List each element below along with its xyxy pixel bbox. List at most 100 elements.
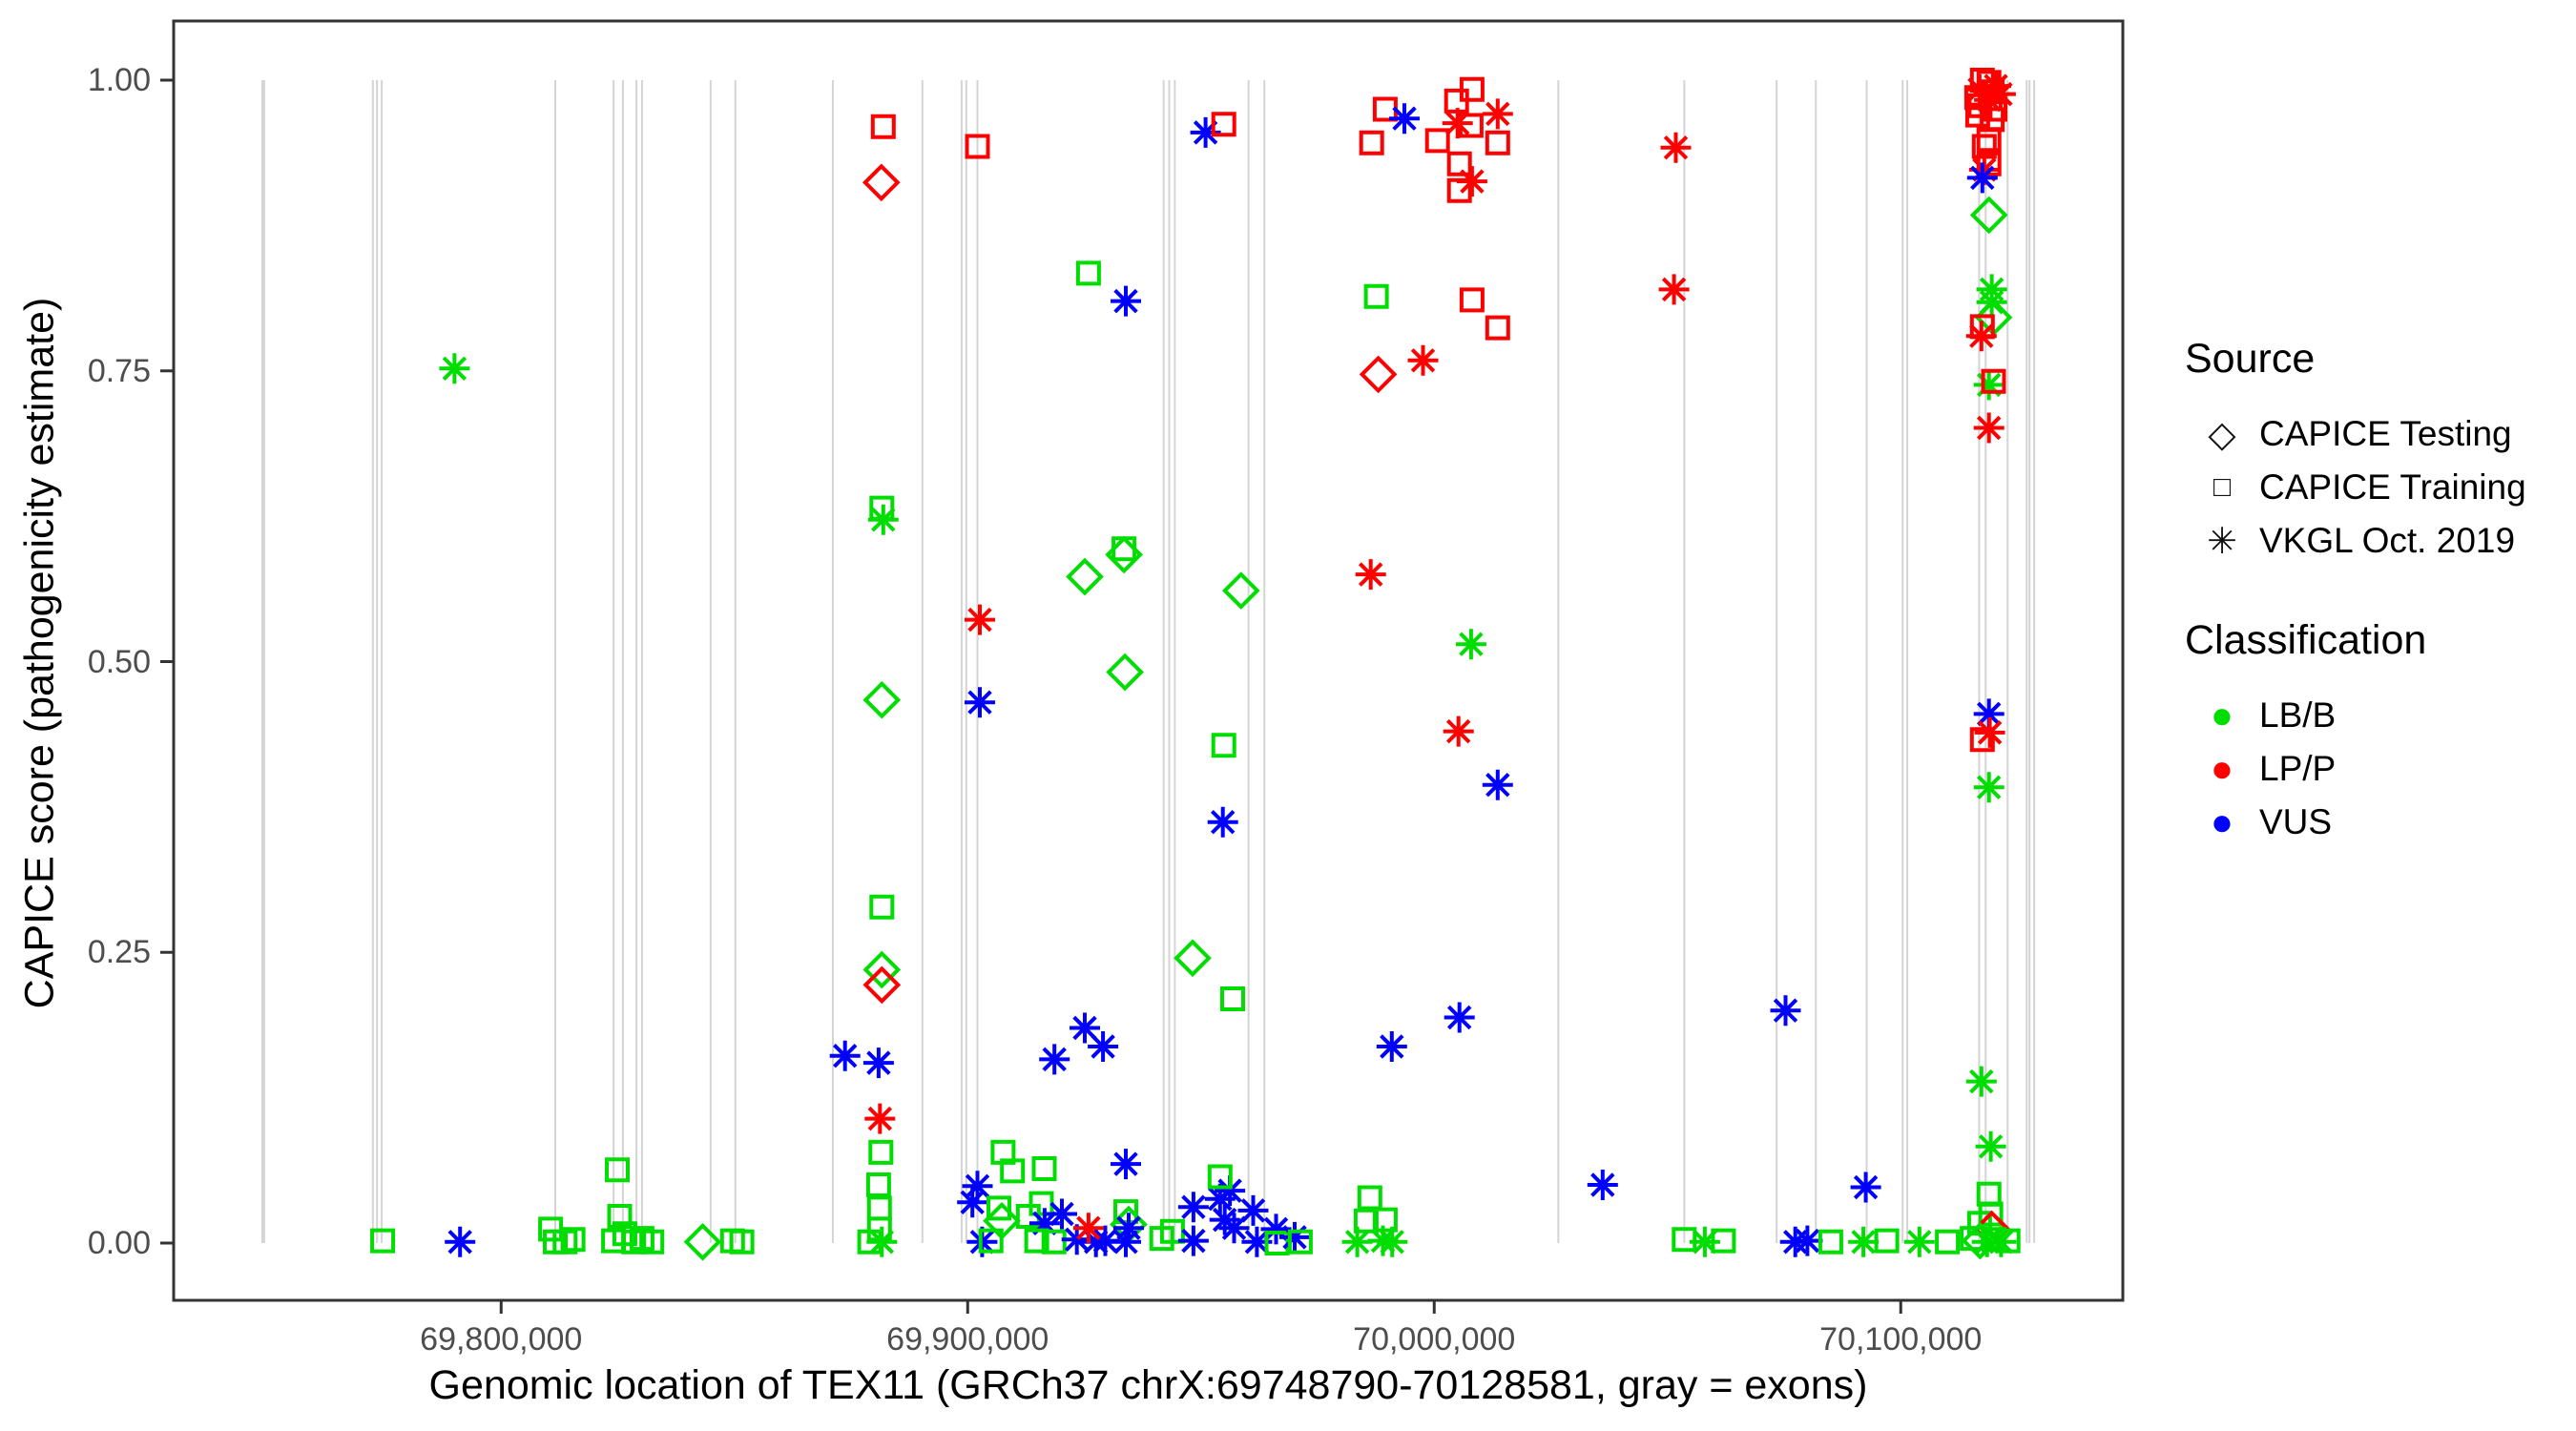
- legend-item-lbb: ● LB/B: [2185, 689, 2566, 742]
- data-point: [1903, 1226, 1935, 1257]
- data-point: [1215, 1175, 1246, 1207]
- data-point: [1446, 177, 1472, 203]
- data-point: [1976, 127, 2002, 153]
- data-point: [1443, 716, 1474, 747]
- data-point: [1444, 1002, 1475, 1033]
- data-point: [965, 604, 995, 635]
- data-point: [1000, 1158, 1026, 1184]
- data-point: [1850, 1172, 1881, 1203]
- data-point: [1028, 1191, 1054, 1216]
- data-point: [1969, 727, 1995, 753]
- diamond-icon: ◇: [2208, 414, 2236, 455]
- data-point: [864, 1103, 896, 1134]
- data-point: [1985, 1226, 2017, 1257]
- data-point: [1028, 1208, 1060, 1239]
- x-tick-label: 70,000,000: [1353, 1321, 1516, 1358]
- data-point: [1177, 1192, 1209, 1223]
- red-dot-icon: ●: [2210, 748, 2234, 790]
- y-tick-label: 1.00: [87, 62, 151, 98]
- data-point: [1967, 93, 1993, 118]
- data-point: [1966, 162, 1998, 194]
- data-point: [866, 1195, 892, 1221]
- data-point: [1965, 1066, 1997, 1097]
- data-point: [1111, 285, 1141, 317]
- data-point: [1459, 76, 1485, 102]
- data-point: [370, 1228, 396, 1254]
- data-point: [439, 353, 470, 384]
- legend: Source ◇ CAPICE Testing □ CAPICE Trainin…: [2185, 336, 2566, 849]
- data-point: [1260, 1213, 1292, 1245]
- data-point: [1973, 412, 2005, 444]
- data-point: [1177, 1225, 1209, 1256]
- data-point: [1974, 716, 2005, 748]
- data-point: [1211, 733, 1236, 758]
- data-point: [862, 163, 901, 202]
- data-point: [560, 1227, 586, 1253]
- data-point: [1980, 107, 2005, 133]
- data-point: [1689, 1226, 1720, 1257]
- data-point: [1220, 986, 1245, 1011]
- data-point: [612, 1221, 637, 1247]
- data-point: [862, 950, 902, 989]
- data-point: [1111, 1226, 1141, 1257]
- data-point: [1711, 1228, 1736, 1254]
- legend-source-title: Source: [2185, 336, 2316, 382]
- data-point: [868, 1139, 894, 1165]
- data-point: [1241, 1226, 1273, 1257]
- data-point: [978, 1228, 1004, 1254]
- data-point: [1981, 71, 2011, 102]
- data-point: [1969, 196, 2008, 235]
- data-point: [1359, 355, 1398, 394]
- data-point: [1039, 1044, 1070, 1075]
- data-point: [1207, 806, 1238, 838]
- legend-item-label: CAPICE Testing: [2259, 414, 2512, 453]
- data-point: [1287, 1229, 1313, 1255]
- y-tick-label: 0.75: [87, 352, 151, 389]
- data-point: [1190, 116, 1221, 148]
- data-point: [1355, 559, 1386, 591]
- data-point: [1047, 1198, 1077, 1230]
- green-dot-icon: ●: [2210, 695, 2234, 736]
- data-point: [1975, 1130, 2006, 1162]
- data-point: [1031, 1156, 1057, 1181]
- data-point: [862, 965, 902, 1005]
- y-tick-label: 0.25: [87, 934, 151, 971]
- data-point: [1066, 557, 1104, 596]
- legend-item-capice-testing: ◇ CAPICE Testing: [2185, 407, 2566, 461]
- data-point: [552, 1229, 578, 1255]
- data-point: [870, 114, 896, 139]
- data-point: [1149, 1226, 1174, 1252]
- data-point: [1458, 113, 1484, 138]
- data-point: [1983, 96, 2007, 122]
- data-point: [1770, 995, 1801, 1027]
- x-tick-label: 69,800,000: [420, 1321, 583, 1358]
- data-point: [1658, 274, 1690, 305]
- data-point: [1113, 1213, 1144, 1244]
- legend-item-label: VKGL Oct. 2019: [2259, 521, 2516, 560]
- data-point: [1482, 98, 1513, 130]
- legend-item-label: LB/B: [2259, 695, 2337, 735]
- data-point: [1377, 1226, 1408, 1257]
- data-point: [1359, 130, 1384, 156]
- data-point: [1485, 315, 1510, 341]
- data-point: [1874, 1228, 1900, 1254]
- data-point: [1459, 287, 1485, 313]
- data-point: [683, 1222, 722, 1261]
- data-point: [869, 894, 895, 920]
- x-tick-label: 70,100,000: [1819, 1321, 1983, 1358]
- data-point: [962, 1171, 993, 1202]
- data-point: [1485, 130, 1510, 156]
- data-point: [1357, 1185, 1382, 1211]
- x-tick-label: 69,900,000: [886, 1321, 1049, 1358]
- blue-dot-icon: ●: [2210, 801, 2234, 843]
- data-point: [639, 1229, 665, 1255]
- data-point: [1088, 1031, 1119, 1062]
- data-point: [965, 134, 990, 159]
- y-tick-label: 0.00: [87, 1225, 151, 1261]
- data-point: [1848, 1226, 1880, 1257]
- data-point: [1072, 1213, 1104, 1244]
- x-axis-title: Genomic location of TEX11 (GRCh37 chrX:6…: [428, 1362, 1868, 1408]
- data-point: [1111, 536, 1137, 562]
